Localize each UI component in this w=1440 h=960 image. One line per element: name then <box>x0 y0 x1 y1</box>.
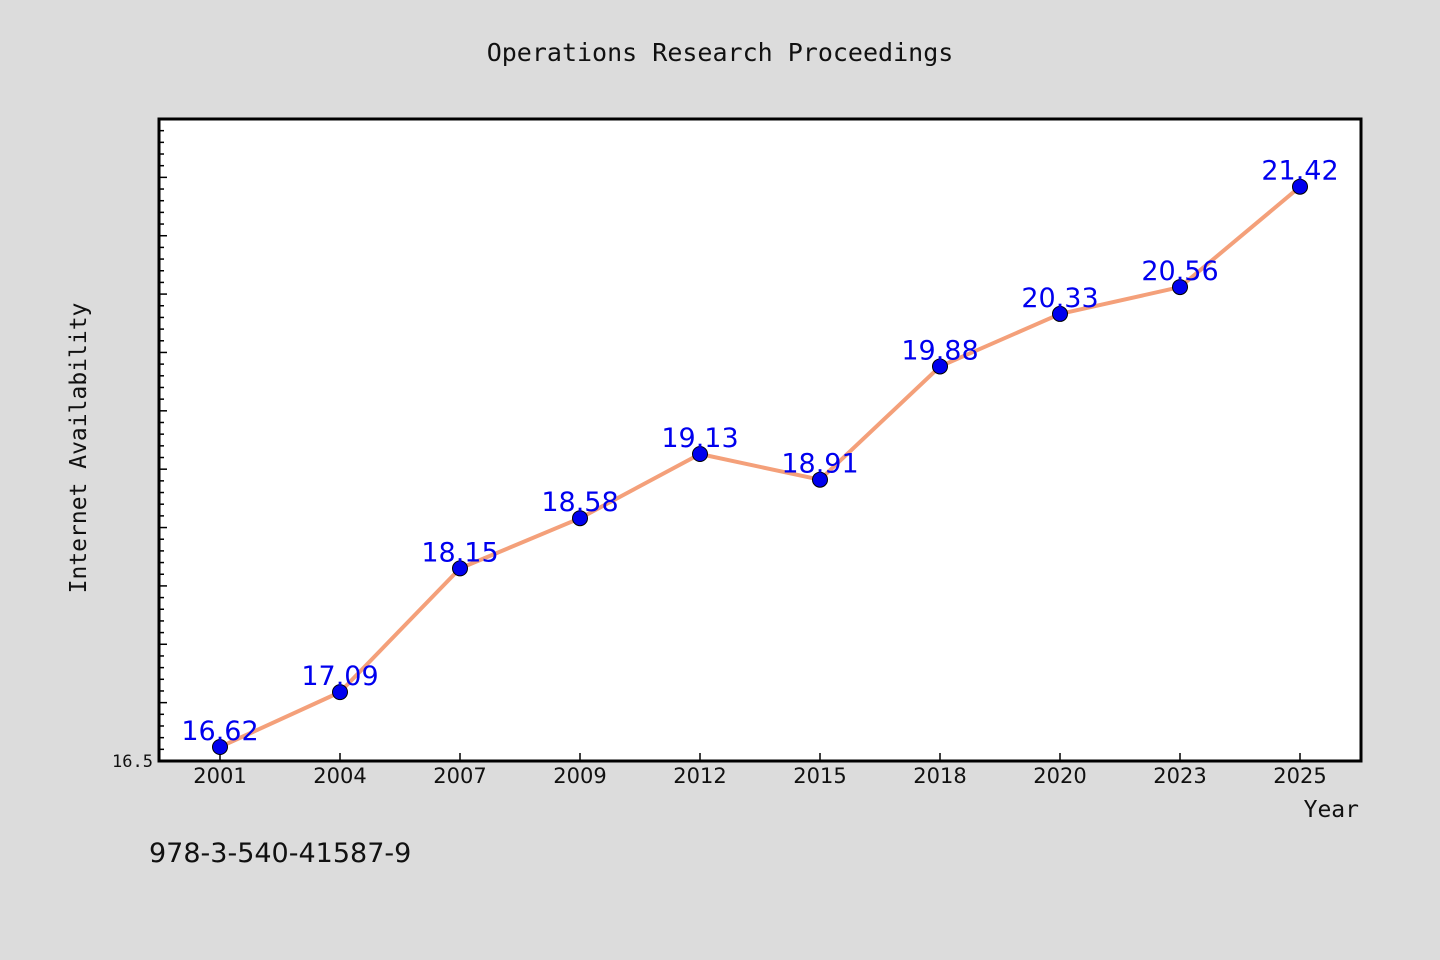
data-label: 18.91 <box>781 449 858 480</box>
plot-frame <box>157 117 1363 763</box>
data-label: 20.56 <box>1141 256 1218 287</box>
x-axis-label: Year <box>1304 797 1359 823</box>
data-point <box>1172 279 1188 296</box>
x-tick-label: 2020 <box>1033 764 1086 788</box>
x-tick-label: 2018 <box>913 764 966 788</box>
data-label: 20.33 <box>1021 283 1098 314</box>
data-label: 16.62 <box>181 716 258 747</box>
x-tick-label: 2009 <box>553 764 606 788</box>
data-point <box>1292 178 1308 195</box>
data-point <box>212 738 228 755</box>
x-tick-label: 2015 <box>793 764 846 788</box>
y-axis-label: Internet Availability <box>66 303 92 594</box>
x-tick-label: 2007 <box>433 764 486 788</box>
data-labels: 16.62 17.09 18.15 18.58 19.13 18.91 19.88 20.33… <box>181 156 1338 747</box>
data-label: 18.15 <box>421 537 498 568</box>
chart-title: Operations Research Proceedings <box>487 38 954 67</box>
data-point <box>932 358 948 375</box>
data-label: 19.88 <box>901 335 978 366</box>
data-label: 21.42 <box>1261 156 1338 187</box>
x-tick-label: 2004 <box>313 764 366 788</box>
x-axis-tick-labels: 2001 2004 2007 2009 2012 2015 2018 2020 2023 2025 <box>193 764 1326 788</box>
x-tick-label: 2025 <box>1273 764 1326 788</box>
y-tick-label: 16.5 <box>112 752 153 772</box>
data-point <box>452 560 468 577</box>
data-points <box>212 178 1308 755</box>
x-tick-label: 2023 <box>1153 764 1206 788</box>
plot-area <box>159 119 1361 761</box>
x-tick-label: 2012 <box>673 764 726 788</box>
isbn-footnote: 978-3-540-41587-9 <box>149 838 411 869</box>
data-point <box>572 510 588 527</box>
data-label: 18.58 <box>541 487 618 518</box>
data-point <box>692 446 708 463</box>
x-tick-label: 2001 <box>193 764 246 788</box>
data-label: 17.09 <box>301 661 378 692</box>
data-point <box>812 471 828 488</box>
data-point <box>1052 305 1068 322</box>
data-point <box>332 684 348 701</box>
series-line <box>218 184 1302 749</box>
data-label: 19.13 <box>661 423 738 454</box>
